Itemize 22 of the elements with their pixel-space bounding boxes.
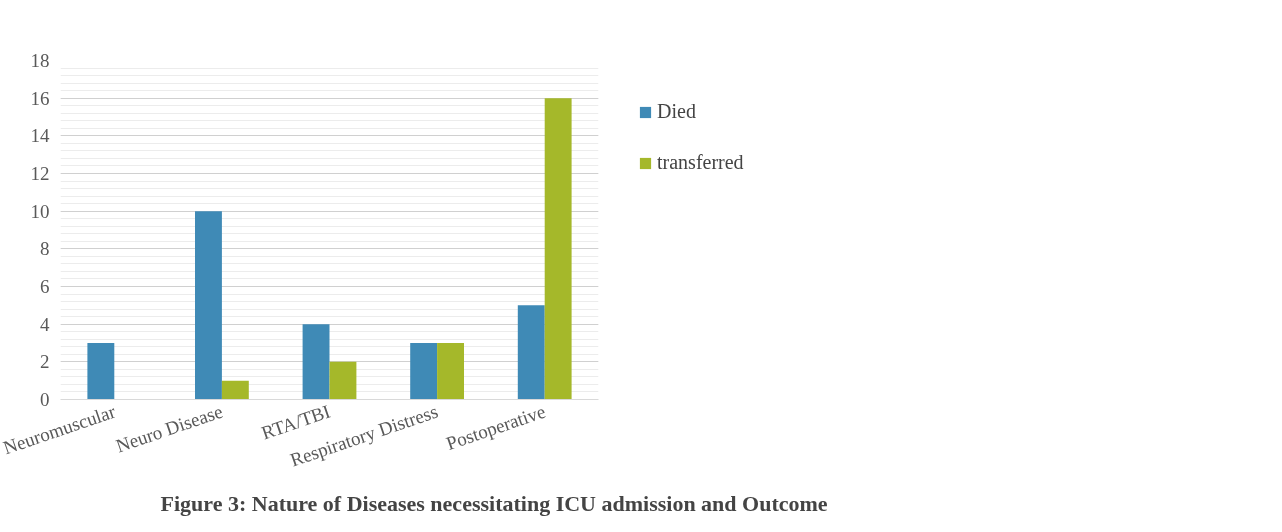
bar bbox=[302, 324, 330, 400]
bar bbox=[410, 343, 438, 400]
bar bbox=[221, 380, 249, 400]
bar bbox=[195, 211, 222, 400]
bar bbox=[329, 361, 357, 400]
y-tick-label: 6 bbox=[40, 276, 50, 297]
bar bbox=[437, 343, 464, 400]
y-tick-label: 2 bbox=[40, 351, 50, 373]
bar bbox=[517, 305, 545, 400]
legend-label: Died bbox=[657, 100, 696, 123]
y-tick-label: 4 bbox=[40, 313, 50, 335]
legend-label: transferred bbox=[657, 151, 744, 174]
y-tick-label: 10 bbox=[30, 200, 50, 222]
y-tick-label: 16 bbox=[30, 87, 50, 109]
y-tick-label: 12 bbox=[30, 163, 50, 184]
text: Figure 3: Nature of Diseases necessitating ICU admission and Outcome bbox=[160, 490, 828, 516]
y-tick-label: 8 bbox=[40, 238, 50, 260]
y-tick-label: 14 bbox=[30, 125, 50, 147]
y-tick-label: 18 bbox=[30, 50, 50, 71]
bar bbox=[544, 98, 572, 400]
y-tick-label: 0 bbox=[40, 389, 50, 410]
bar bbox=[87, 343, 115, 400]
